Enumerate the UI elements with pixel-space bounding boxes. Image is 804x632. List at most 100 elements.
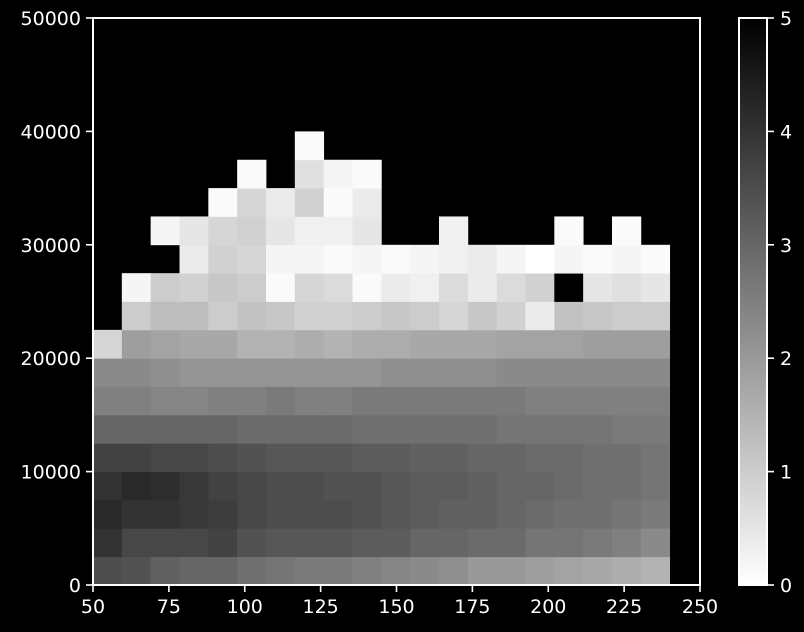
y-tick-label: 30000 <box>21 235 81 257</box>
heatmap-cell <box>611 528 642 558</box>
heatmap-cell <box>583 386 613 416</box>
heatmap-cell <box>554 556 584 586</box>
heatmap-cell <box>583 556 613 586</box>
heatmap-cell <box>323 244 353 274</box>
heatmap-cell <box>467 358 498 387</box>
y-tick-label: 50000 <box>21 8 81 30</box>
y-tick-label: 0 <box>69 575 81 597</box>
heatmap-cell <box>438 471 469 501</box>
heatmap-cell <box>640 329 671 359</box>
heatmap-cell <box>266 414 296 444</box>
heatmap-cell <box>525 301 555 331</box>
heatmap-cell <box>208 471 238 501</box>
heatmap-cell <box>496 329 526 359</box>
heatmap-cell <box>237 528 267 558</box>
heatmap-cell <box>554 443 584 472</box>
heatmap-cell <box>237 273 267 302</box>
heatmap-cell <box>381 301 411 331</box>
heatmap-cell <box>208 301 238 331</box>
heatmap-cell <box>179 471 209 501</box>
heatmap-cell <box>352 301 382 331</box>
heatmap-cell <box>294 329 325 359</box>
heatmap-cell <box>352 358 382 387</box>
heatmap-cell <box>410 358 440 387</box>
heatmap-cell <box>611 216 642 246</box>
heatmap-cell <box>438 301 469 331</box>
heatmap-cell <box>294 216 325 246</box>
heatmap-cell <box>640 414 671 444</box>
heatmap-cell <box>323 329 353 359</box>
heatmap-cell <box>93 414 123 444</box>
heatmap-cell <box>525 443 555 472</box>
heatmap-cell <box>496 471 526 501</box>
heatmap-cell <box>640 358 671 387</box>
heatmap-cell <box>179 329 209 359</box>
heatmap-cell <box>93 386 123 416</box>
heatmap-cell <box>237 301 267 331</box>
heatmap-cell <box>583 329 613 359</box>
heatmap-cell <box>496 414 526 444</box>
heatmap-cell <box>467 301 498 331</box>
colorbar-tick-label: 5 <box>780 8 792 30</box>
heatmap-cell <box>323 471 353 501</box>
heatmap-cell <box>554 273 584 302</box>
heatmap-cell <box>237 188 267 217</box>
heatmap-cell <box>121 358 152 387</box>
heatmap-cell <box>208 499 238 529</box>
heatmap-cell <box>179 244 209 274</box>
heatmap-cell <box>237 443 267 472</box>
heatmap-cell <box>121 273 152 302</box>
heatmap-cell <box>525 528 555 558</box>
heatmap-cell <box>352 386 382 416</box>
heatmap-cell <box>266 188 296 217</box>
heatmap-cell <box>438 528 469 558</box>
heatmap-cell <box>640 301 671 331</box>
heatmap-cell <box>381 329 411 359</box>
heatmap-cell <box>438 329 469 359</box>
heatmap-cell <box>640 556 671 586</box>
heatmap-cell <box>93 528 123 558</box>
heatmap-cell <box>352 273 382 302</box>
heatmap-cell <box>554 329 584 359</box>
x-tick-label: 100 <box>227 596 263 618</box>
heatmap-cell <box>554 414 584 444</box>
heatmap-cell <box>208 528 238 558</box>
colorbar-frame <box>738 17 768 586</box>
heatmap-cell <box>640 499 671 529</box>
heatmap-cell <box>179 301 209 331</box>
heatmap-cell <box>294 358 325 387</box>
heatmap-cell <box>237 386 267 416</box>
heatmap-cell <box>323 443 353 472</box>
heatmap-cell <box>381 244 411 274</box>
heatmap-cell <box>323 386 353 416</box>
heatmap-cell <box>438 358 469 387</box>
heatmap-cell <box>294 386 325 416</box>
heatmap-cell <box>438 556 469 586</box>
heatmap-cell <box>554 244 584 274</box>
heatmap-cell <box>611 358 642 387</box>
heatmap-cell <box>179 386 209 416</box>
heatmap-cell <box>323 499 353 529</box>
heatmap-cell <box>467 471 498 501</box>
heatmap-cell <box>237 358 267 387</box>
heatmap-cell <box>467 329 498 359</box>
heatmap-cell <box>467 443 498 472</box>
heatmap-cell <box>554 471 584 501</box>
heatmap-cell <box>467 528 498 558</box>
x-tick-label: 250 <box>682 596 718 618</box>
heatmap-cell <box>266 443 296 472</box>
colorbar-tick-label: 2 <box>780 348 792 370</box>
heatmap-cell <box>121 528 152 558</box>
heatmap-cell <box>525 358 555 387</box>
x-axis: 50 75 100 125 150 175 200 225 250 <box>81 585 718 618</box>
heatmap-cell <box>496 528 526 558</box>
heatmap-cell <box>179 528 209 558</box>
heatmap-cell <box>438 216 469 246</box>
heatmap-cell <box>93 358 123 387</box>
heatmap-cell <box>352 329 382 359</box>
heatmap-cell <box>410 499 440 529</box>
heatmap-cell <box>611 273 642 302</box>
heatmap-cell <box>266 216 296 246</box>
heatmap-cell <box>208 443 238 472</box>
heatmap-cell <box>150 443 180 472</box>
